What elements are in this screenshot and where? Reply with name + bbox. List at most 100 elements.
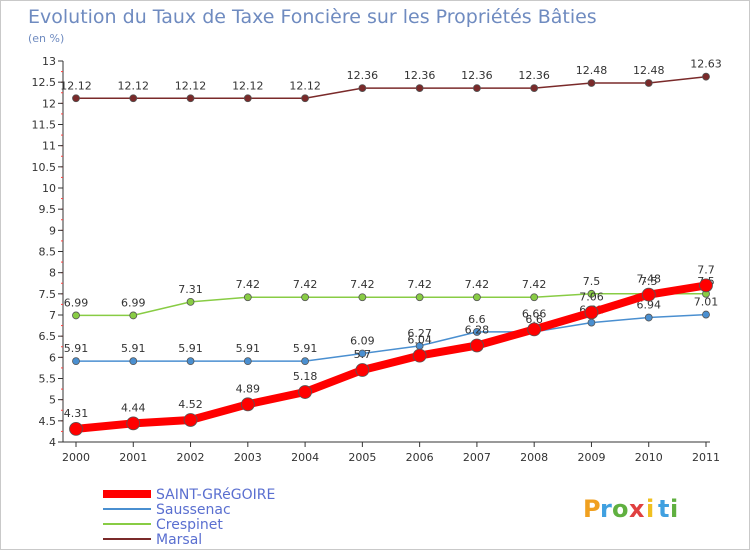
data-point [358,84,367,92]
data-point [72,357,80,366]
data-point [355,363,370,377]
series-saint-gr-goire: 4.31 4.44 4.52 4.89 5.18 5.7 6.04 6.28 6.66 7.06 7… [64,263,715,436]
series-marsal: 12.12 12.12 12.12 12.12 12.12 12.36 12.36 12.36… [60,58,722,103]
data-point [183,413,198,427]
y-tick-label: 13 [42,55,56,68]
legend-label: Marsal [156,532,202,548]
data-point [473,84,481,92]
data-label: 7.42 [465,278,490,291]
y-tick-label: 10.5 [32,161,57,174]
series-line [76,293,706,317]
y-tick-label: 5.5 [39,373,57,386]
data-label: 6.99 [64,296,89,309]
data-point [301,357,309,366]
y-tick-label: 7.5 [39,288,57,301]
data-point [473,293,481,302]
data-point [358,349,367,358]
data-point [240,397,255,412]
y-tick-label: 12.5 [32,76,57,89]
data-label: 5.91 [178,342,203,355]
y-tick-label: 7 [49,309,56,322]
data-label: 7.48 [636,273,661,286]
x-tick-label: 2007 [463,451,491,464]
y-tick-label: 8 [49,267,56,280]
data-label: 5.91 [121,342,146,355]
data-label: 12.36 [518,69,550,82]
data-point [587,79,596,87]
data-point [126,416,141,431]
data-point [702,72,710,81]
legend-item-marsal: Marsal [103,532,202,548]
data-point [301,94,309,103]
data-point [358,293,367,302]
x-tick-label: 2001 [119,451,147,464]
series-line [76,75,707,100]
data-label: 7.42 [522,278,547,291]
data-point [470,338,484,353]
data-label: 6.04 [407,334,432,347]
data-point [587,289,596,298]
data-label: 7.42 [350,278,375,291]
y-tick-label: 9 [49,224,56,237]
data-label: 4.89 [236,382,261,395]
y-tick-label: 12 [42,97,56,110]
data-label: 4.52 [178,398,203,411]
data-point [641,287,656,302]
data-label: 12.12 [60,79,92,92]
data-point [473,328,481,336]
y-tick-label: 11 [42,140,56,153]
data-label: 6.94 [636,299,661,312]
y-tick-label: 10 [42,182,56,195]
x-tick-label: 2002 [177,451,205,464]
data-point [243,94,252,103]
data-label: 6.99 [121,296,146,309]
chart-title: Evolution du Taux de Taxe Foncière sur l… [28,6,597,28]
data-point [527,322,542,337]
data-label: 7.31 [178,283,203,296]
data-point [699,278,713,293]
data-point [530,293,539,302]
data-label: 6.6 [468,313,486,326]
data-label: 4.31 [64,407,89,420]
logo-letter: t [658,495,669,523]
legend-label: Crespinet [156,517,223,533]
x-tick-label: 2003 [234,451,262,464]
data-label: 12.12 [232,79,264,92]
data-point [584,305,599,320]
data-label: 12.36 [461,69,493,82]
data-label: 6.27 [407,327,432,340]
logo-letter: o [612,495,629,523]
data-point [702,310,710,319]
axes: 4 4.5 5 5.5 6 6.5 7 7.5 8 8.5 9 9.5 10 10.5 11 11.5 12 12… [32,55,721,464]
data-label: 7.06 [579,290,604,303]
data-label: 5.91 [293,342,318,355]
data-point [186,94,195,103]
data-point [72,94,80,103]
data-point [644,313,653,322]
series-group: 12.12 12.12 12.12 12.12 12.12 12.36 12.36 12.36… [60,58,722,436]
x-tick-label: 2004 [291,451,319,464]
data-label: 7.42 [407,278,432,291]
legend-item-saint-gr-goire: SAINT-GRéGOIRE [103,487,275,503]
data-point [298,385,312,399]
logo-letter: P [583,495,601,523]
data-label: 5.7 [354,348,372,361]
data-label: 4.44 [121,401,146,414]
y-tick-label: 4.5 [39,415,57,428]
data-point [412,348,427,363]
y-tick-label: 6.5 [39,330,57,343]
y-tick-label: 11.5 [32,119,57,132]
data-label: 12.63 [690,58,722,71]
data-label: 12.36 [404,69,436,82]
data-point [69,421,83,436]
data-label: 6.6 [525,313,543,326]
legend-item-crespinet: Crespinet [103,517,223,533]
data-label: 12.12 [175,79,207,92]
data-point [243,357,252,366]
data-label: 7.01 [694,296,719,309]
data-label: 5.91 [64,342,89,355]
